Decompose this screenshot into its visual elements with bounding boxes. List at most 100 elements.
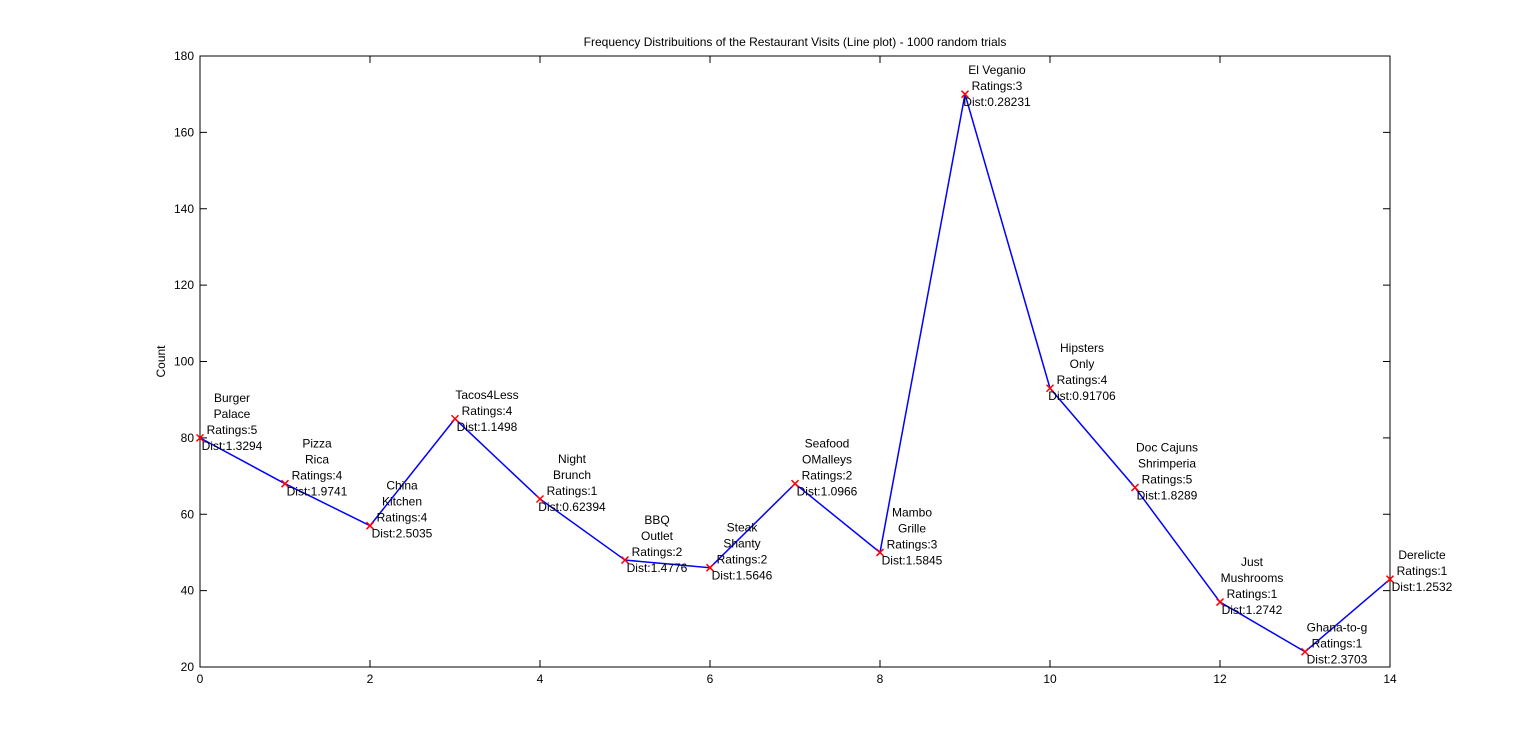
data-point <box>280 479 290 488</box>
y-tick-label: 140 <box>174 202 194 216</box>
plot-frame <box>199 55 1391 668</box>
data-label-line: Dist:1.2532 <box>1392 580 1453 594</box>
data-label-line: Ratings:2 <box>802 469 853 483</box>
data-label-line: Dist:1.5845 <box>882 553 943 567</box>
data-label-line: Shanty <box>723 537 760 551</box>
data-point-marker-stroke <box>450 414 460 423</box>
x-tick-label: 12 <box>1213 672 1227 686</box>
x-tick-label: 0 <box>197 672 204 686</box>
data-point <box>1300 647 1310 656</box>
y-tick-label: 20 <box>181 660 195 674</box>
data-label-line: Hipsters <box>1060 341 1104 355</box>
data-label-line: Kitchen <box>382 495 422 509</box>
data-label-line: Rica <box>305 453 329 467</box>
data-label-line: Ratings:5 <box>207 423 258 437</box>
data-point-marker-stroke <box>1385 575 1395 584</box>
data-label-line: Ratings:3 <box>972 79 1023 93</box>
data-point <box>1385 575 1395 584</box>
x-tick-label: 2 <box>367 672 374 686</box>
data-label-line: Pizza <box>302 437 332 451</box>
data-label-line: Mambo <box>892 505 932 519</box>
data-point <box>705 563 715 572</box>
data-point <box>535 494 545 504</box>
x-tick-label: 4 <box>537 672 544 686</box>
data-point-marker-stroke <box>960 90 970 99</box>
data-point-marker-stroke <box>620 556 630 565</box>
data-point-marker-stroke <box>1300 647 1310 656</box>
data-point-marker-stroke <box>365 521 375 530</box>
data-label: Pizza Rica Ratings:4 Dist:1.9741 <box>287 437 348 499</box>
data-label-line: Dist:1.5646 <box>712 569 773 583</box>
data-label-line: Burger <box>214 391 250 405</box>
data-point <box>1130 483 1140 492</box>
data-label: Steak Shanty Ratings:2 Dist:1.5646 <box>712 521 773 583</box>
data-label: Derelicte Ratings:1 Dist:1.2532 <box>1392 548 1453 594</box>
x-tick-label: 8 <box>877 672 884 686</box>
data-point <box>1215 598 1225 607</box>
data-label-line: Ratings:5 <box>1142 473 1193 487</box>
data-label-line: China <box>386 479 418 493</box>
data-label: Night Brunch Ratings:1 Dist:0.62394 <box>538 452 606 514</box>
data-label-line: Tacos4Less <box>455 388 518 402</box>
data-label-line: Brunch <box>553 468 591 482</box>
data-label-line: Dist:1.0966 <box>797 485 858 499</box>
data-point-marker-stroke <box>1130 483 1140 492</box>
data-label-line: Derelicte <box>1398 548 1446 562</box>
data-point <box>620 556 630 565</box>
data-label: China Kitchen Ratings:4 Dist:2.5035 <box>372 479 433 541</box>
data-point-marker-stroke <box>1215 598 1225 607</box>
data-label-line: Dist:1.3294 <box>202 439 263 453</box>
plot-area: 0 2 4 6 8 10 12 14 20 40 60 80 100 120 140 160 180 Burger… <box>174 49 1453 686</box>
x-tick-label: 10 <box>1043 672 1057 686</box>
data-label-line: Outlet <box>641 529 674 543</box>
data-label-line: Ratings:4 <box>462 404 513 418</box>
data-label-line: Only <box>1070 357 1095 371</box>
data-label-line: Dist:1.9741 <box>287 485 348 499</box>
data-label: BBQ Outlet Ratings:2 Dist:1.4776 <box>627 513 688 575</box>
data-label-line: Just <box>1241 555 1264 569</box>
data-label-line: Ratings:4 <box>292 469 343 483</box>
data-label-line: Doc Cajuns <box>1136 441 1198 455</box>
data-label: Seafood OMalleys Ratings:2 Dist:1.0966 <box>797 437 858 499</box>
data-label-line: Palace <box>214 407 251 421</box>
data-label-line: Ratings:2 <box>717 553 768 567</box>
data-label-line: Grille <box>898 521 926 535</box>
data-point <box>195 433 205 442</box>
y-tick-label: 120 <box>174 278 194 292</box>
data-point <box>1045 384 1055 393</box>
data-label-line: Dist:0.28231 <box>963 95 1031 109</box>
data-label-line: Ratings:1 <box>1312 637 1363 651</box>
data-label-line: Dist:2.5035 <box>372 527 433 541</box>
data-label-line: Seafood <box>805 437 850 451</box>
data-label-line: Dist:1.4776 <box>627 561 688 575</box>
data-label: El Veganio Ratings:3 Dist:0.28231 <box>963 63 1031 109</box>
data-label-line: Steak <box>727 521 759 535</box>
chart-title: Frequency Distribuitions of the Restaura… <box>584 35 1007 49</box>
data-point-marker-stroke <box>1045 384 1055 393</box>
data-point-marker-stroke <box>195 433 205 442</box>
data-point-marker-stroke <box>535 494 545 504</box>
data-point <box>365 521 375 530</box>
data-label-line: Ratings:3 <box>887 537 938 551</box>
data-label-line: Ratings:4 <box>377 511 428 525</box>
data-point-marker-stroke <box>790 479 800 488</box>
data-label: Ghana-to-g Ratings:1 Dist:2.3703 <box>1307 621 1368 667</box>
data-label-line: Ratings:1 <box>1397 564 1448 578</box>
data-label: Doc Cajuns Shrimperia Ratings:5 Dist:1.8289 <box>1136 441 1198 503</box>
data-label: Tacos4Less Ratings:4 Dist:1.1498 <box>455 388 518 434</box>
data-label-line: Dist:0.91706 <box>1048 389 1116 403</box>
data-point <box>450 414 460 423</box>
data-label-line: OMalleys <box>802 453 852 467</box>
y-tick-label: 180 <box>174 49 194 63</box>
data-label-line: Dist:1.2742 <box>1222 603 1283 617</box>
data-label-line: Ratings:4 <box>1057 373 1108 387</box>
y-tick-label: 40 <box>181 584 195 598</box>
data-label-line: Dist:1.8289 <box>1137 489 1198 503</box>
data-label-line: Ghana-to-g <box>1307 621 1368 635</box>
data-label: Burger Palace Ratings:5 Dist:1.3294 <box>202 391 263 453</box>
y-tick-label: 100 <box>174 355 194 369</box>
data-label-line: Mushrooms <box>1221 571 1284 585</box>
data-label: Hipsters Only Ratings:4 Dist:0.91706 <box>1048 341 1116 403</box>
data-label-line: Night <box>558 452 587 466</box>
